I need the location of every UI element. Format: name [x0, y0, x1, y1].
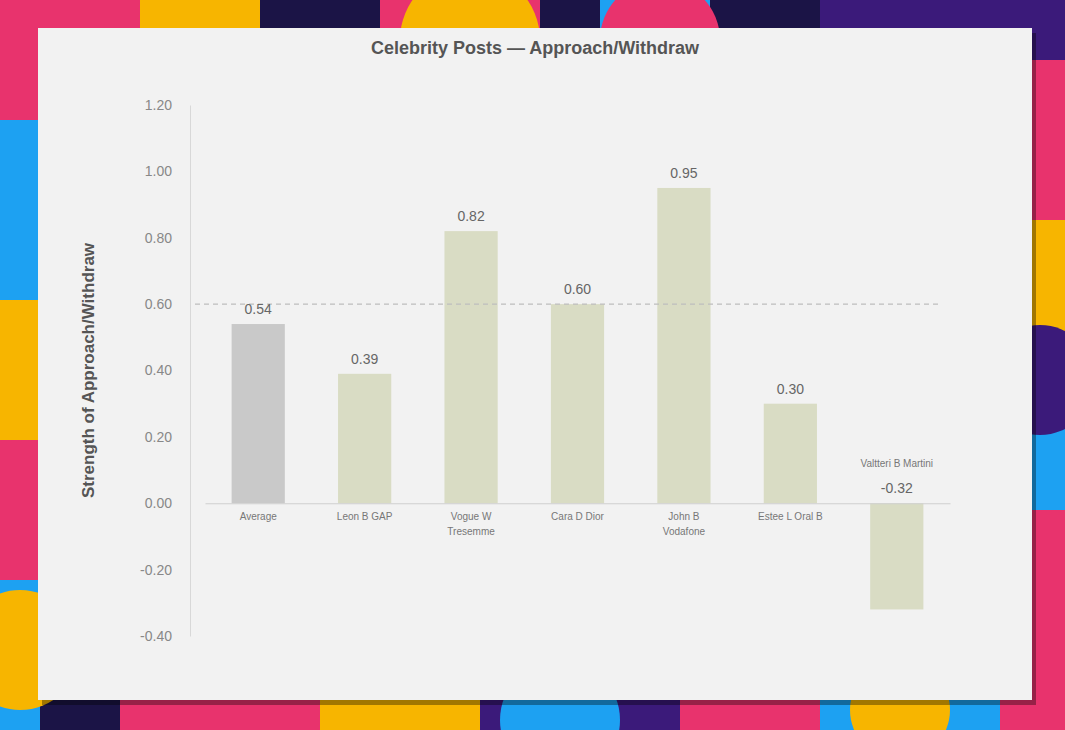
- x-tick-label-line: Leon B GAP: [337, 511, 393, 522]
- bar: [444, 231, 497, 503]
- y-tick-label: 0.80: [145, 230, 172, 246]
- x-axis-line: [206, 503, 951, 504]
- bar: [657, 188, 710, 503]
- y-axis-line: [190, 106, 191, 637]
- y-tick-label: 0.00: [145, 495, 172, 511]
- x-tick: Cara D Dior: [551, 503, 604, 522]
- y-tick: -0.20: [140, 562, 190, 578]
- y-tick: 0.40: [145, 362, 190, 378]
- y-tick-label: 0.60: [145, 296, 172, 312]
- bar: [338, 374, 391, 503]
- x-tick: John B Vodafone: [663, 503, 706, 537]
- bar: [551, 304, 604, 503]
- x-tick-label: John B Vodafone: [663, 511, 706, 537]
- bar: [764, 404, 817, 504]
- y-tick: 0.20: [145, 429, 190, 445]
- y-tick-label: 0.20: [145, 429, 172, 445]
- data-label: 0.39: [351, 351, 378, 367]
- x-tick-label: Leon B GAP: [337, 511, 393, 522]
- y-tick: 1.20: [145, 97, 190, 113]
- bar: [870, 503, 923, 609]
- x-tick: Leon B GAP: [337, 503, 393, 522]
- decor-rect: [0, 300, 40, 440]
- x-tick: Valtteri B Martini: [860, 458, 933, 503]
- chart-svg: Celebrity Posts — Approach/Withdraw Stren…: [0, 0, 1065, 730]
- y-tick: 0.00: [145, 495, 190, 511]
- x-tick-label-line: Cara D Dior: [551, 511, 604, 522]
- bars: [195, 188, 938, 609]
- decor-rect: [0, 120, 40, 300]
- y-tick: 0.80: [145, 230, 190, 246]
- x-axis: Average Leon B GAP Vogue W Tresemme Cara D D…: [206, 458, 951, 537]
- chart-title: Celebrity Posts — Approach/Withdraw: [371, 38, 700, 58]
- decor-rect: [0, 440, 40, 580]
- x-tick-label: Vogue W Tresemme: [447, 511, 495, 537]
- x-tick: Average: [240, 503, 278, 522]
- y-tick-label: 0.40: [145, 362, 172, 378]
- reference-line: [195, 304, 938, 305]
- x-tick: Vogue W Tresemme: [447, 503, 495, 537]
- data-label: -0.32: [881, 480, 913, 496]
- x-tick-label-line: Vodafone: [663, 526, 706, 537]
- x-tick-label: Estee L Oral B: [758, 511, 823, 522]
- data-label: 0.82: [457, 208, 484, 224]
- x-tick-label-line: John B: [668, 511, 699, 522]
- y-tick-label: 1.20: [145, 97, 172, 113]
- y-tick: -0.40: [140, 628, 190, 644]
- x-tick-label-line: Estee L Oral B: [758, 511, 823, 522]
- y-tick: 0.60: [145, 296, 190, 312]
- data-label: 0.95: [670, 165, 697, 181]
- bar: [232, 324, 285, 503]
- data-label: 0.30: [777, 381, 804, 397]
- data-label: 0.54: [245, 301, 272, 317]
- background-decor: [0, 0, 1065, 730]
- data-labels: 0.54 0.39 0.82 0.60 0.95 0.30 -0.32: [245, 165, 913, 496]
- y-tick-label: -0.40: [140, 628, 172, 644]
- data-label: 0.60: [564, 281, 591, 297]
- y-axis-title: Strength of Approach/Withdraw: [79, 242, 98, 498]
- x-tick-label-line: Tresemme: [447, 526, 495, 537]
- y-axis: -0.40 -0.20 0.00 0.20 0.40 0.60 0.80 1.00 1.20: [140, 97, 190, 644]
- y-tick-label: 1.00: [145, 163, 172, 179]
- y-tick: 1.00: [145, 163, 190, 179]
- x-tick-label-line: Vogue W: [451, 511, 492, 522]
- panel: [38, 28, 1032, 700]
- y-tick-label: -0.20: [140, 562, 172, 578]
- x-tick: Estee L Oral B: [758, 503, 823, 522]
- x-tick-label-line: Average: [240, 511, 278, 522]
- x-tick-label-line: Valtteri B Martini: [860, 458, 933, 469]
- x-tick-label: Valtteri B Martini: [860, 458, 933, 469]
- x-tick-label: Average: [240, 511, 278, 522]
- background: [0, 0, 1065, 730]
- x-tick-label: Cara D Dior: [551, 511, 604, 522]
